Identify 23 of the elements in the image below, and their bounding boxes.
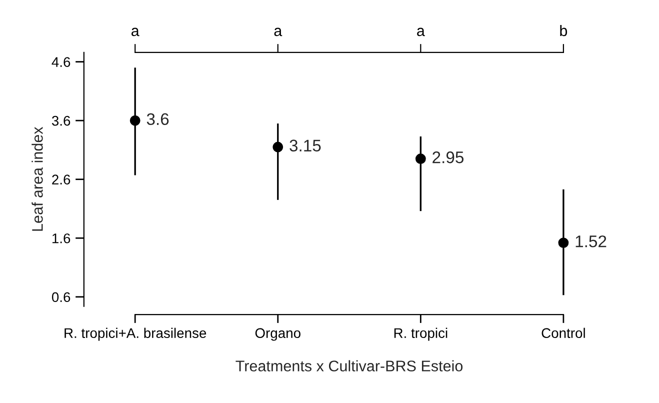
point bbox=[130, 115, 140, 126]
data-label: 2.95 bbox=[432, 151, 464, 164]
annotation: a bbox=[274, 28, 282, 36]
annotation: a bbox=[417, 28, 425, 36]
y-tick-label: 0.6 bbox=[52, 292, 70, 302]
y-tick-label: 3.6 bbox=[52, 116, 70, 126]
x-tick-label: R. tropici+A. brasilense bbox=[64, 328, 206, 341]
y-axis-title: Leaf area index bbox=[32, 126, 43, 231]
point bbox=[272, 142, 284, 152]
x-tick-label: Organo bbox=[255, 328, 300, 341]
y-tick-label: 2.6 bbox=[52, 174, 70, 185]
x-tick-label: R. tropici bbox=[394, 328, 448, 341]
point bbox=[558, 238, 569, 248]
annotation: b bbox=[560, 24, 568, 36]
annotation: a bbox=[131, 28, 140, 36]
data-label: 1.52 bbox=[576, 235, 606, 248]
data-label: 3.6 bbox=[146, 113, 169, 126]
x-tick-label: Control bbox=[542, 328, 585, 338]
point bbox=[415, 154, 426, 164]
y-tick-label: 1.6 bbox=[52, 233, 70, 244]
x-axis-title: Treatments x Cultivar-BRS Esteio bbox=[236, 360, 463, 372]
data-label: 3.15 bbox=[290, 140, 321, 152]
y-tick-label: 4.6 bbox=[52, 57, 70, 67]
